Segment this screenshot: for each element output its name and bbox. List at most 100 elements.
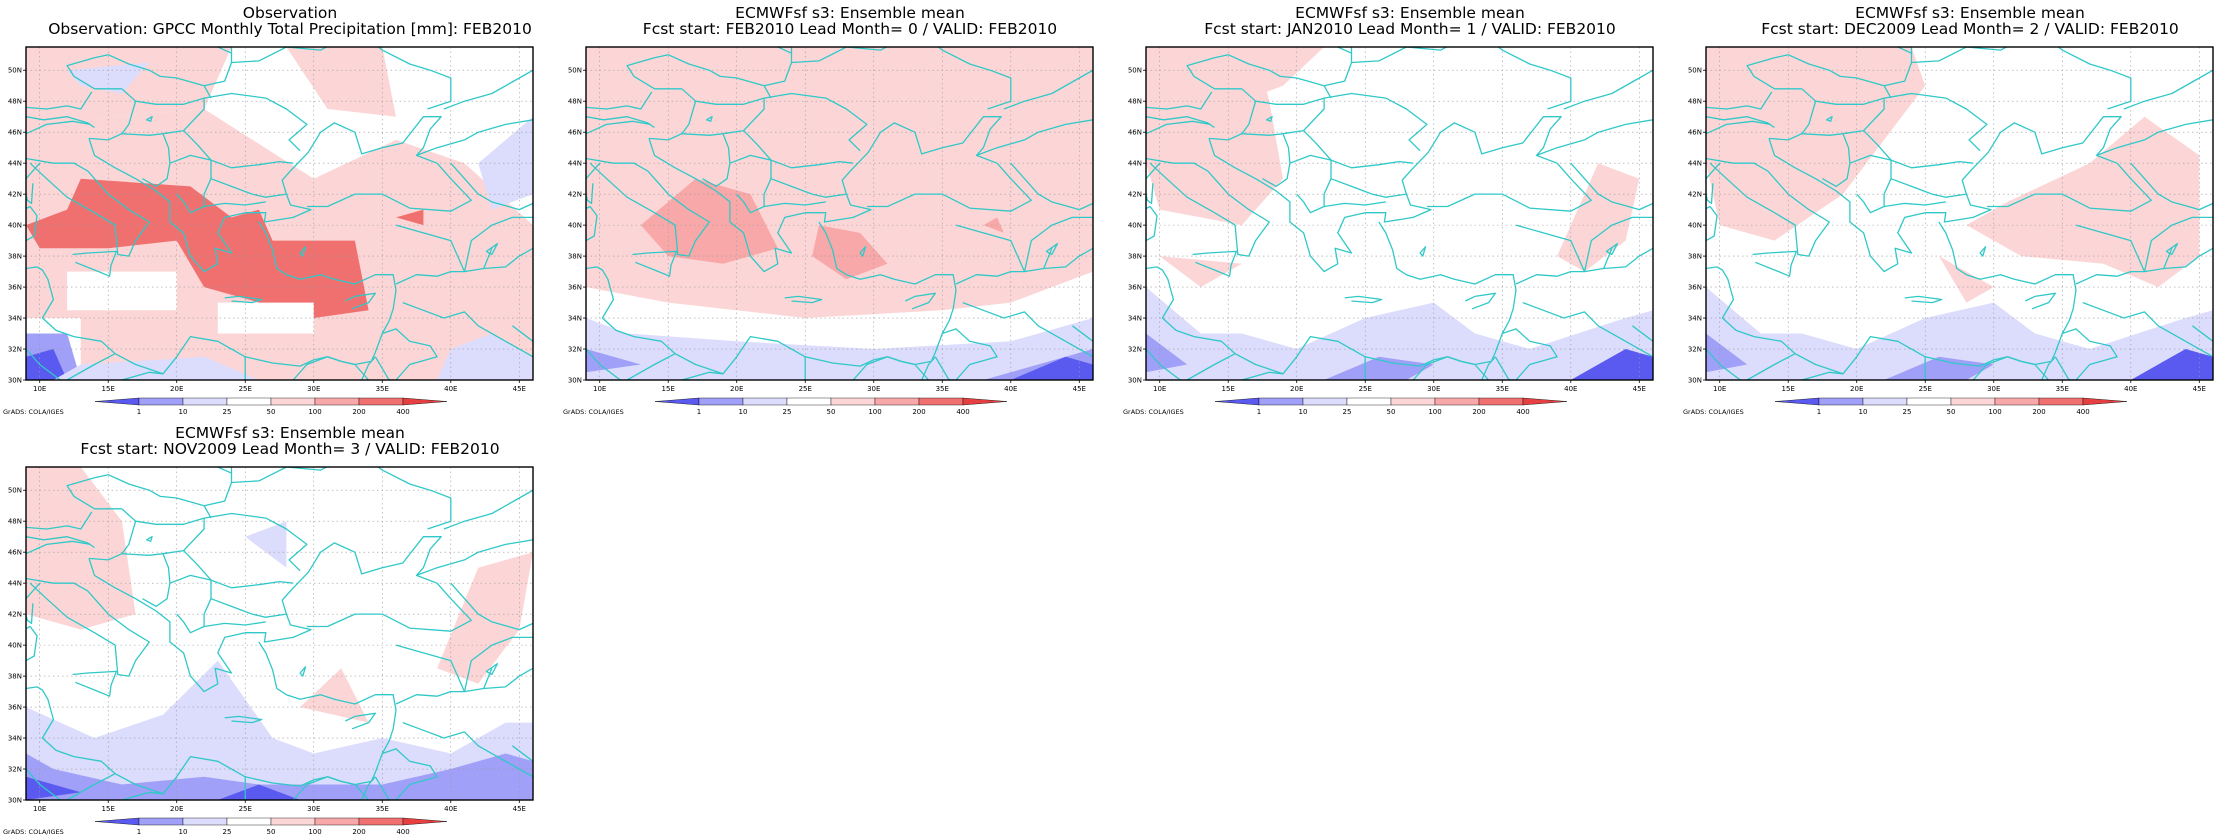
colorbar-label: 400 [396,408,409,416]
precip-shade [300,668,369,723]
panel-title: ECMWFsf s3: Ensemble mean [175,424,405,442]
precip-shade [1557,163,1640,272]
lon-tick-label: 10E [33,805,46,813]
lon-tick-label: 30E [307,805,320,813]
lat-tick-label: 38N [1128,253,1142,261]
precip-shade [1146,47,1325,102]
colorbar-swatch [138,817,184,826]
lat-tick-label: 44N [1688,160,1702,168]
lat-tick-label: 40N [1128,222,1142,230]
lon-tick-label: 15E [102,385,115,393]
precip-shade [26,349,68,380]
lat-tick-label: 48N [8,518,22,526]
colorbar-label: 10 [739,408,748,416]
colorbar-swatch [1214,397,1260,406]
colorbar-swatch [94,397,140,406]
map-panel: ECMWFsf s3: Ensemble mean Fcst start: NOV… [0,420,560,840]
colorbar-label: 50 [267,408,276,416]
map-area [1146,47,1653,380]
map-panel: ECMWFsf s3: Ensemble mean Fcst start: DEC… [1680,0,2240,420]
gridlines [26,467,533,800]
colorbar: 1 10 25 50 100 200 400 [94,397,448,416]
colorbar-swatch [1818,397,1864,406]
lon-tick-label: 10E [593,385,606,393]
lon-tick-label: 15E [1782,385,1795,393]
lon-tick-label: 40E [2124,385,2137,393]
colorbar-swatch [358,817,404,826]
lat-tick-label: 34N [8,315,22,323]
colorbar-label: 400 [2076,408,2089,416]
lat-tick-label: 50N [1128,67,1142,75]
lon-tick-label: 35E [936,385,949,393]
lat-tick-label: 38N [8,673,22,681]
grads-credit: GrADS: COLA/IGES [3,408,64,416]
colorbar-swatch [226,817,272,826]
lat-tick-label: 46N [8,129,22,137]
lat-tick-label: 36N [8,284,22,292]
precip-shade [396,209,424,226]
lat-tick-label: 34N [1128,315,1142,323]
map-area [26,467,533,800]
colorbar-label: 400 [1516,408,1529,416]
colorbar-label: 100 [1428,408,1441,416]
panel-subtitle: Observation: GPCC Monthly Total Precipit… [48,20,532,38]
lat-tick-label: 30N [1688,377,1702,385]
colorbar-label: 1 [697,408,701,416]
lat-tick-label: 46N [1688,129,1702,137]
colorbar-swatch [402,397,448,406]
lon-tick-label: 40E [1564,385,1577,393]
colorbar-swatch [1994,397,2040,406]
lat-tick-label: 50N [8,67,22,75]
lon-tick-label: 45E [1633,385,1646,393]
colorbar-swatch [1302,397,1348,406]
lat-tick-label: 46N [8,549,22,557]
lon-tick-label: 10E [1153,385,1166,393]
lat-tick-label: 40N [8,222,22,230]
lat-tick-label: 46N [1128,129,1142,137]
map-area [1706,47,2213,380]
colorbar-swatch [830,397,876,406]
lat-tick-label: 42N [8,191,22,199]
lon-tick-label: 20E [730,385,743,393]
colorbar-label: 200 [352,408,365,416]
precip-shade [1010,356,1093,380]
lat-tick-label: 38N [8,253,22,261]
precip-shade [67,271,177,311]
map-area [586,47,1093,380]
colorbar-swatch [1522,397,1568,406]
colorbar-swatch [1258,397,1304,406]
lon-tick-label: 15E [102,805,115,813]
map-panel: Observation Observation: GPCC Monthly Tot… [0,0,560,420]
coastlines [1706,47,2213,380]
colorbar-swatch [918,397,964,406]
map-frame [25,466,534,801]
colorbar-label: 25 [1903,408,1912,416]
map-panel: ECMWFsf s3: Ensemble mean Fcst start: JAN… [1120,0,1680,420]
precip-shade [1706,287,2213,380]
colorbar-swatch [1346,397,1392,406]
colorbar: 1 10 25 50 100 200 400 [94,817,448,836]
lon-tick-label: 30E [1987,385,2000,393]
colorbar-swatch [314,817,360,826]
gridlines [1706,47,2213,380]
precip-shade [586,349,641,373]
lat-tick-label: 50N [568,67,582,75]
lat-tick-label: 44N [1128,160,1142,168]
colorbar-swatch [314,397,360,406]
colorbar-label: 10 [1299,408,1308,416]
precip-shade [1938,256,1994,303]
lat-tick-label: 40N [1688,222,1702,230]
colorbar-label: 1 [1817,408,1821,416]
lat-tick-label: 40N [568,222,582,230]
colorbar-label: 200 [352,828,365,836]
lon-tick-label: 20E [1850,385,1863,393]
precip-shade [1324,356,1434,380]
colorbar-label: 1 [137,828,141,836]
lon-tick-label: 45E [1073,385,1086,393]
lon-tick-label: 35E [2056,385,2069,393]
colorbar-swatch [654,397,700,406]
lat-tick-label: 30N [8,377,22,385]
